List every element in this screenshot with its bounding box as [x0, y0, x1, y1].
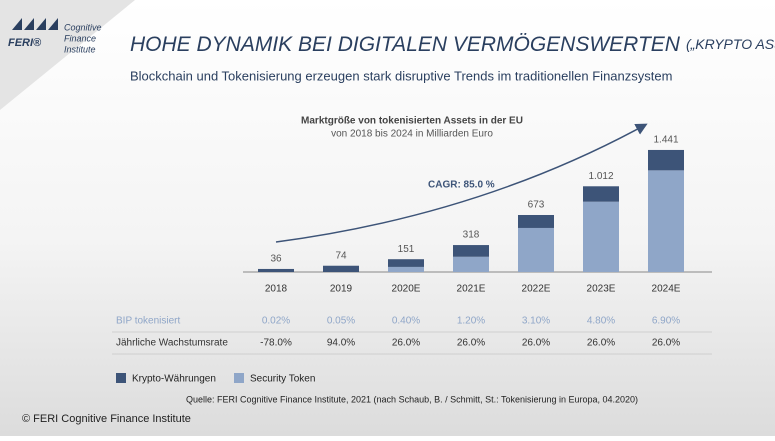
- table-cell: 4.80%: [587, 316, 615, 327]
- total-label: 1.441: [653, 135, 678, 146]
- legend-swatch: [234, 373, 244, 383]
- table-cell: 26.0%: [652, 338, 680, 349]
- source: Quelle: FERI Cognitive Finance Institute…: [186, 394, 638, 404]
- table-cell: -78.0%: [260, 338, 292, 349]
- total-label: 1.012: [588, 171, 613, 182]
- row-label: BIP tokenisiert: [116, 316, 181, 327]
- table-cell: 0.05%: [327, 316, 355, 327]
- legend-label: Security Token: [250, 374, 315, 385]
- title-suffix: („KRYPTO ASSETS“): [686, 36, 775, 52]
- x-tick-label: 2020E: [392, 284, 421, 295]
- chart-subtitle: von 2018 bis 2024 in Milliarden Euro: [331, 129, 493, 140]
- table-cell: 26.0%: [587, 338, 615, 349]
- title-main: HOHE DYNAMIK BEI DIGITALEN VERMÖGENSWERT…: [130, 33, 681, 56]
- logo-brand: FERI®: [8, 37, 42, 49]
- chart-title: Marktgröße von tokenisierten Assets in d…: [301, 116, 523, 127]
- legend-swatch: [116, 373, 126, 383]
- bar-segment: [583, 201, 619, 272]
- table-cell: 26.0%: [522, 338, 550, 349]
- bar-segment: [453, 256, 489, 272]
- bar-segment: [258, 268, 294, 272]
- total-label: 673: [528, 200, 545, 211]
- logo-line: Cognitive: [64, 22, 102, 32]
- table-cell: 94.0%: [327, 338, 355, 349]
- table-cell: 26.0%: [457, 338, 485, 349]
- bar-segment: [518, 214, 554, 228]
- x-tick-label: 2018: [265, 284, 288, 295]
- table-cell: 6.90%: [652, 316, 680, 327]
- x-tick-label: 2022E: [522, 284, 551, 295]
- annotation: CAGR: 85.0 %: [428, 180, 495, 191]
- bar-segment: [453, 245, 489, 257]
- legend-label: Krypto-Währungen: [132, 374, 216, 385]
- bar-segment: [648, 170, 684, 272]
- copyright: © FERI Cognitive Finance Institute: [22, 413, 191, 425]
- x-tick-label: 2023E: [587, 284, 616, 295]
- row-label: Jährliche Wachstumsrate: [116, 338, 228, 349]
- total-label: 36: [270, 254, 282, 265]
- logo-icon: [12, 18, 58, 30]
- bar-segment: [388, 266, 424, 272]
- bar-segment: [648, 149, 684, 171]
- logo-line: Institute: [64, 44, 96, 54]
- table-cell: 1.20%: [457, 316, 485, 327]
- table-cell: 3.10%: [522, 316, 550, 327]
- bar-segment: [518, 227, 554, 272]
- table-cell: 0.40%: [392, 316, 420, 327]
- x-tick-label: 2021E: [457, 284, 486, 295]
- total-label: 151: [398, 244, 415, 255]
- bar-segment: [388, 259, 424, 267]
- logo-line: Finance: [64, 33, 96, 43]
- title: HOHE DYNAMIK BEI DIGITALEN VERMÖGENSWERT…: [130, 33, 775, 56]
- x-tick-label: 2019: [330, 284, 353, 295]
- total-label: 318: [463, 230, 480, 241]
- total-label: 74: [335, 250, 347, 261]
- subtitle: Blockchain und Tokenisierung erzeugen st…: [130, 68, 672, 83]
- bar-segment: [583, 186, 619, 202]
- cagr-arrow: [275, 123, 648, 243]
- bar-segment: [323, 265, 359, 272]
- table-cell: 0.02%: [262, 316, 290, 327]
- x-tick-label: 2024E: [652, 284, 681, 295]
- table-cell: 26.0%: [392, 338, 420, 349]
